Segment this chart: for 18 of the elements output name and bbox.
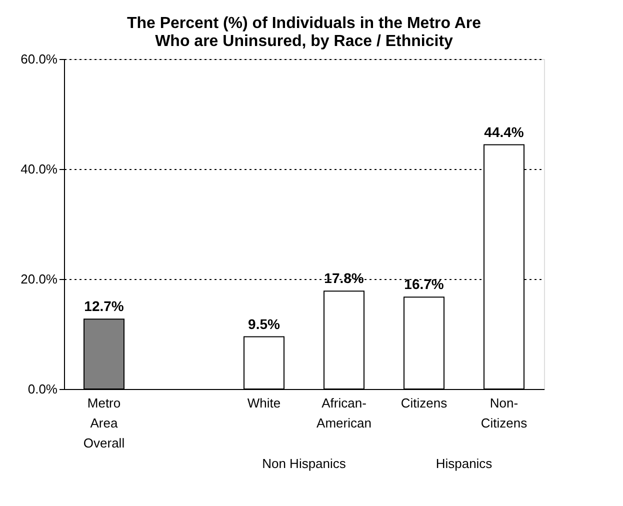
y-tick-label: 40.0% [20, 162, 58, 176]
x-tick-label: African- American [316, 396, 372, 430]
y-tick-label: 60.0% [20, 52, 58, 66]
x-tick-label: Metro Area Overall [83, 396, 125, 450]
data-label: 16.7% [404, 276, 444, 292]
y-tick-label: 0.0% [28, 382, 58, 396]
data-label: 17.8% [324, 270, 364, 286]
data-label: 44.4% [484, 124, 524, 140]
text: The Percent (%) of Individuals in the Metro Are [126, 15, 482, 32]
x-tick-label: Non- Citizens [480, 396, 528, 430]
data-label: 9.5% [248, 316, 280, 332]
x-tick-label: Citizens [400, 396, 448, 410]
data-label: 12.7% [84, 298, 124, 314]
text: Hispanics [436, 456, 493, 471]
text: Non Hispanics [262, 456, 346, 471]
text: Who are Uninsured, by Race / Ethnicity [155, 33, 453, 50]
y-tick-label: 20.0% [20, 272, 58, 286]
x-tick-label: White [247, 396, 281, 410]
